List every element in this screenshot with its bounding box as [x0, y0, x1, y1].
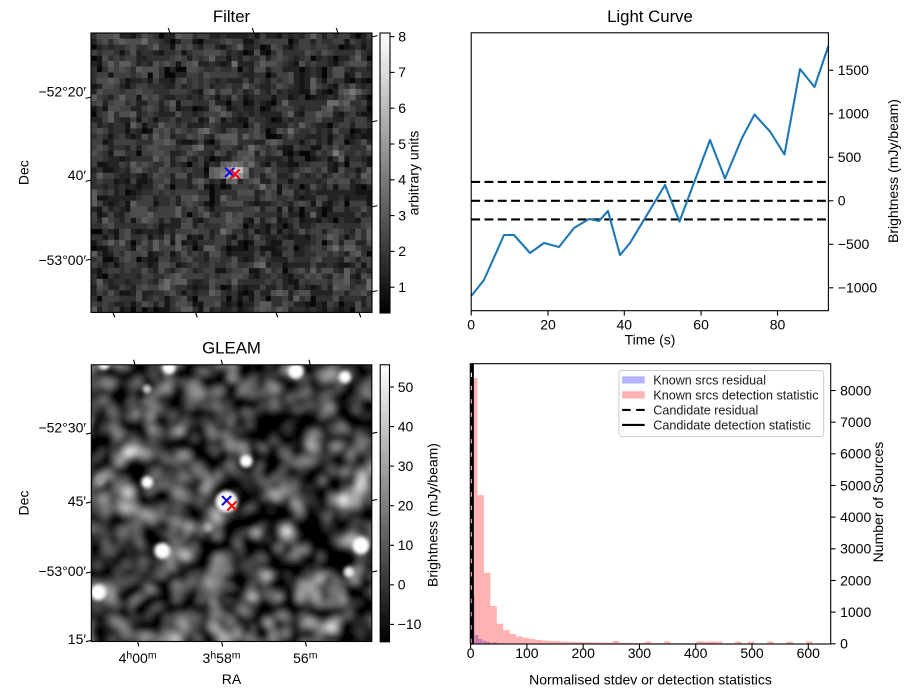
svg-text:6000: 6000 [840, 446, 871, 462]
svg-text:4: 4 [398, 172, 406, 188]
svg-text:0: 0 [840, 636, 848, 652]
svg-text:3000: 3000 [840, 541, 871, 557]
svg-text:80: 80 [770, 317, 786, 333]
svg-text:5000: 5000 [840, 477, 871, 493]
svg-text:1000: 1000 [840, 604, 871, 620]
svg-text:Dec: Dec [16, 160, 32, 185]
svg-text:−500: −500 [838, 236, 870, 252]
svg-text:RA: RA [222, 671, 242, 687]
svg-text:−52°20′: −52°20′ [38, 84, 86, 100]
svg-text:arbitrary units: arbitrary units [406, 131, 422, 216]
svg-text:0: 0 [467, 645, 475, 661]
svg-text:Number of Sources: Number of Sources [870, 442, 886, 563]
svg-text:15′: 15′ [68, 631, 87, 647]
svg-text:Filter: Filter [213, 7, 251, 26]
svg-text:20: 20 [540, 317, 556, 333]
svg-text:4000: 4000 [840, 509, 871, 525]
svg-text:2000: 2000 [840, 572, 871, 588]
svg-text:500: 500 [838, 149, 862, 165]
svg-text:5: 5 [398, 136, 406, 152]
svg-text:0: 0 [838, 193, 846, 209]
svg-text:40: 40 [617, 317, 633, 333]
svg-text:Brightness (mJy/beam): Brightness (mJy/beam) [425, 443, 441, 587]
svg-text:7000: 7000 [840, 414, 871, 430]
svg-text:GLEAM: GLEAM [202, 339, 261, 358]
svg-text:Brightness (mJy/beam): Brightness (mJy/beam) [885, 99, 901, 243]
svg-text:100: 100 [515, 645, 539, 661]
svg-text:6: 6 [398, 100, 406, 116]
svg-text:7: 7 [398, 64, 406, 80]
svg-text:10: 10 [398, 537, 414, 553]
svg-text:0: 0 [398, 577, 406, 593]
svg-text:45′: 45′ [68, 493, 87, 509]
svg-text:1000: 1000 [838, 106, 869, 122]
svg-text:50: 50 [398, 379, 414, 395]
svg-text:−10: −10 [398, 616, 422, 632]
svg-text:600: 600 [797, 645, 821, 661]
svg-text:20: 20 [398, 498, 414, 514]
svg-text:−53°00′: −53°00′ [38, 563, 86, 579]
svg-text:8: 8 [398, 28, 406, 44]
svg-text:Candidate detection statistic: Candidate detection statistic [653, 418, 811, 432]
svg-text:1500: 1500 [838, 62, 869, 78]
svg-text:300: 300 [628, 645, 652, 661]
svg-text:2: 2 [398, 243, 406, 259]
svg-text:60: 60 [693, 317, 709, 333]
svg-text:200: 200 [572, 645, 596, 661]
svg-text:Light Curve: Light Curve [607, 7, 693, 26]
svg-text:Known srcs detection statistic: Known srcs detection statistic [653, 388, 818, 402]
svg-text:Known srcs residual: Known srcs residual [653, 373, 766, 387]
svg-text:Normalised stdev or detection: Normalised stdev or detection statistics [529, 672, 772, 688]
svg-text:8000: 8000 [840, 382, 871, 398]
svg-text:−53°00′: −53°00′ [38, 252, 86, 268]
svg-text:−52°30′: −52°30′ [38, 419, 86, 435]
svg-text:Candidate residual: Candidate residual [653, 403, 758, 417]
svg-text:1: 1 [398, 279, 406, 295]
svg-text:40′: 40′ [68, 167, 87, 183]
svg-text:Time (s): Time (s) [625, 332, 676, 348]
svg-text:−1000: −1000 [838, 280, 878, 296]
svg-text:40: 40 [398, 418, 414, 434]
svg-text:3: 3 [398, 207, 406, 223]
svg-text:0: 0 [467, 317, 475, 333]
svg-text:Dec: Dec [16, 491, 32, 516]
svg-text:500: 500 [740, 645, 764, 661]
svg-text:400: 400 [684, 645, 708, 661]
svg-text:30: 30 [398, 458, 414, 474]
